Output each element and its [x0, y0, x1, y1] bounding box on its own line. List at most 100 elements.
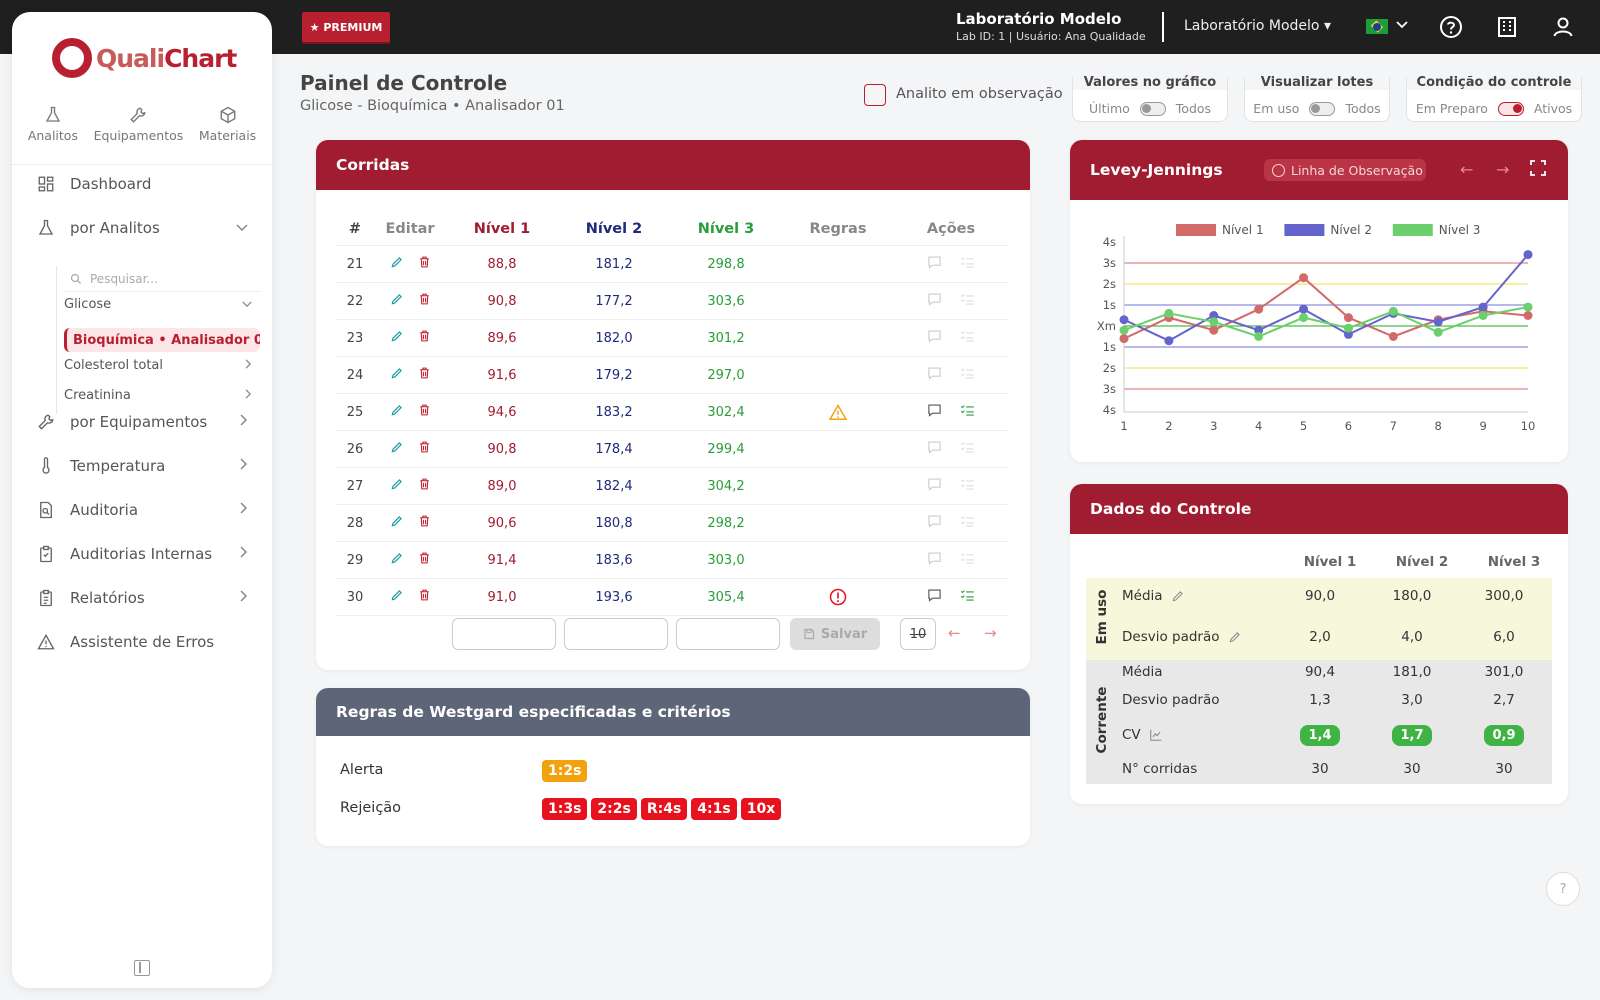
brazil-flag-icon[interactable] — [1366, 19, 1388, 34]
save-button[interactable]: Salvar — [790, 618, 880, 650]
value-nivel-3: 30 — [1495, 761, 1513, 777]
tab-materiais[interactable]: Materiais — [199, 106, 256, 143]
checklist-icon[interactable] — [960, 292, 975, 310]
comment-icon[interactable] — [927, 292, 942, 310]
checklist-icon[interactable] — [960, 477, 975, 495]
delete-trash-icon[interactable] — [418, 255, 431, 273]
nivel-2-input[interactable] — [564, 618, 668, 650]
edit-pencil-icon[interactable] — [1171, 589, 1185, 603]
next-arrow-icon[interactable]: → — [1496, 160, 1510, 179]
next-arrow-icon[interactable]: → — [984, 624, 997, 642]
edit-pencil-icon[interactable] — [390, 292, 404, 310]
comment-icon[interactable] — [927, 588, 942, 606]
premium-badge[interactable]: ★ PREMIUM — [302, 12, 390, 42]
prev-arrow-icon[interactable]: ← — [948, 624, 961, 642]
checklist-icon[interactable] — [960, 514, 975, 532]
edit-pencil-icon[interactable] — [390, 440, 404, 458]
data-point — [1209, 311, 1219, 320]
delete-trash-icon[interactable] — [418, 514, 431, 532]
sidebar-sub-creatinina[interactable]: Creatinina — [64, 388, 260, 403]
lab-select[interactable]: Laboratório Modelo ▾ — [1184, 18, 1331, 34]
comment-icon[interactable] — [927, 403, 942, 421]
rule-badge: 10x — [740, 798, 782, 820]
comment-icon[interactable] — [927, 255, 942, 273]
checklist-icon[interactable] — [960, 440, 975, 458]
error-icon[interactable] — [829, 588, 847, 606]
sidebar-sub-bioquimica-active[interactable]: Bioquímica • Analisador 01 — [64, 328, 260, 352]
comment-icon[interactable] — [927, 514, 942, 532]
edit-pencil-icon[interactable] — [390, 329, 404, 347]
help-float-icon[interactable]: ? — [1546, 872, 1580, 906]
building-icon[interactable] — [1494, 14, 1520, 40]
edit-pencil-icon[interactable] — [390, 255, 404, 273]
tab-analitos[interactable]: Analitos — [28, 106, 78, 143]
sidebar-sub-glicose[interactable]: Glicose — [64, 297, 260, 312]
delete-trash-icon[interactable] — [418, 551, 431, 569]
data-point — [1343, 313, 1353, 323]
delete-trash-icon[interactable] — [418, 292, 431, 310]
collapse-sidebar-icon[interactable] — [134, 960, 150, 976]
linha-observacao-toggle[interactable]: Linha de Observação — [1264, 159, 1426, 181]
delete-trash-icon[interactable] — [418, 366, 431, 384]
edit-pencil-icon[interactable] — [390, 514, 404, 532]
checklist-icon[interactable] — [960, 329, 975, 347]
qualichart-logo[interactable]: QualiChart — [52, 30, 242, 86]
comment-icon[interactable] — [927, 329, 942, 347]
edit-pencil-icon[interactable] — [390, 477, 404, 495]
analito-search-input[interactable]: Pesquisar... — [64, 266, 260, 292]
checklist-icon[interactable] — [960, 403, 975, 421]
comment-icon[interactable] — [927, 477, 942, 495]
visualizar-lotes-switch[interactable] — [1309, 101, 1336, 116]
nivel-3-input[interactable] — [676, 618, 780, 650]
line-chart-icon[interactable] — [1149, 728, 1163, 742]
checklist-icon[interactable] — [960, 366, 975, 384]
edit-pencil-icon[interactable] — [390, 403, 404, 421]
checklist-icon[interactable] — [960, 588, 975, 606]
row-label: Média — [1122, 664, 1163, 680]
analito-observacao-checkbox[interactable] — [864, 84, 886, 106]
sidebar-item-dashboard[interactable]: Dashboard — [36, 174, 248, 194]
edit-pencil-icon[interactable] — [1228, 630, 1242, 644]
checklist-icon[interactable] — [960, 255, 975, 273]
sidebar-item-temperatura[interactable]: Temperatura — [36, 456, 248, 476]
comment-icon[interactable] — [927, 551, 942, 569]
delete-trash-icon[interactable] — [418, 440, 431, 458]
edit-pencil-icon[interactable] — [390, 366, 404, 384]
edit-pencil-icon[interactable] — [390, 551, 404, 569]
sidebar-item-auditoria[interactable]: Auditoria — [36, 500, 248, 520]
thermometer-icon — [36, 456, 56, 476]
delete-trash-icon[interactable] — [418, 477, 431, 495]
sidebar-item-relatorios[interactable]: Relatórios — [36, 588, 248, 608]
page-size-select[interactable]: 10 — [900, 618, 936, 650]
sidebar-sub-colesterol[interactable]: Colesterol total — [64, 358, 260, 373]
delete-trash-icon[interactable] — [418, 588, 431, 606]
edit-pencil-icon[interactable] — [390, 588, 404, 606]
nivel-2-value: 177,2 — [595, 293, 633, 309]
tab-equipamentos[interactable]: Equipamentos — [94, 106, 183, 143]
warning-icon[interactable] — [829, 404, 847, 420]
condicao-controle-switch[interactable] — [1497, 101, 1524, 116]
chevron-down-icon[interactable] — [1396, 18, 1408, 32]
chevron-down-icon — [236, 221, 248, 236]
user-icon[interactable] — [1550, 14, 1576, 40]
help-icon[interactable] — [1438, 14, 1464, 40]
delete-trash-icon[interactable] — [418, 329, 431, 347]
sidebar-item-por-analitos[interactable]: por Analitos — [36, 218, 248, 238]
nivel-1-input[interactable] — [452, 618, 556, 650]
series-line — [1123, 253, 1529, 342]
rule-cell — [782, 404, 894, 420]
value-nivel-1: 1,3 — [1309, 692, 1331, 708]
comment-icon[interactable] — [927, 366, 942, 384]
delete-trash-icon[interactable] — [418, 403, 431, 421]
dados-controle-card: Dados do Controle Nível 1 Nível 2 Nível … — [1070, 484, 1568, 804]
comment-icon[interactable] — [927, 440, 942, 458]
checklist-icon[interactable] — [960, 551, 975, 569]
chevron-down-icon — [242, 297, 252, 312]
fullscreen-icon[interactable] — [1530, 160, 1546, 180]
sidebar-item-por-equipamentos[interactable]: por Equipamentos — [36, 412, 248, 432]
prev-arrow-icon[interactable]: ← — [1460, 160, 1474, 179]
sidebar-item-auditorias-internas[interactable]: Auditorias Internas — [36, 544, 248, 564]
flask-icon — [45, 106, 61, 122]
valores-grafico-switch[interactable] — [1139, 101, 1166, 116]
sidebar-item-assistente-erros[interactable]: Assistente de Erros — [36, 632, 248, 652]
